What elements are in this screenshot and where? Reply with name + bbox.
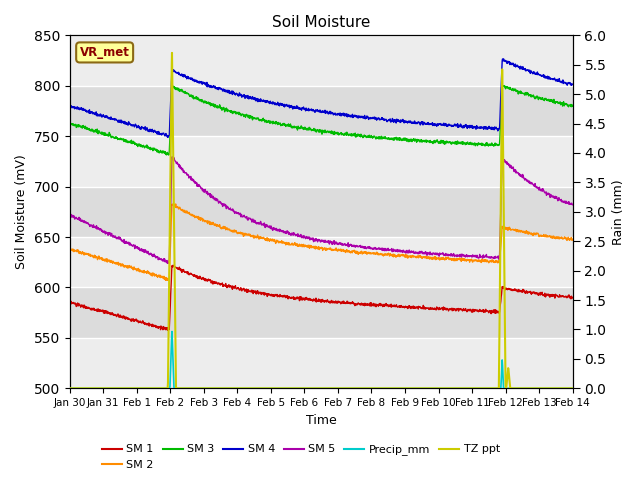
Legend: SM 1, SM 2, SM 3, SM 4, SM 5, Precip_mm, TZ ppt: SM 1, SM 2, SM 3, SM 4, SM 5, Precip_mm,… <box>97 440 504 474</box>
X-axis label: Time: Time <box>306 414 337 427</box>
Title: Soil Moisture: Soil Moisture <box>272 15 371 30</box>
Bar <box>70 338 573 388</box>
Bar <box>70 136 573 187</box>
Y-axis label: Rain (mm): Rain (mm) <box>612 179 625 245</box>
Y-axis label: Soil Moisture (mV): Soil Moisture (mV) <box>15 155 28 269</box>
Text: VR_met: VR_met <box>80 46 129 59</box>
Bar <box>70 36 573 86</box>
Bar <box>70 237 573 288</box>
